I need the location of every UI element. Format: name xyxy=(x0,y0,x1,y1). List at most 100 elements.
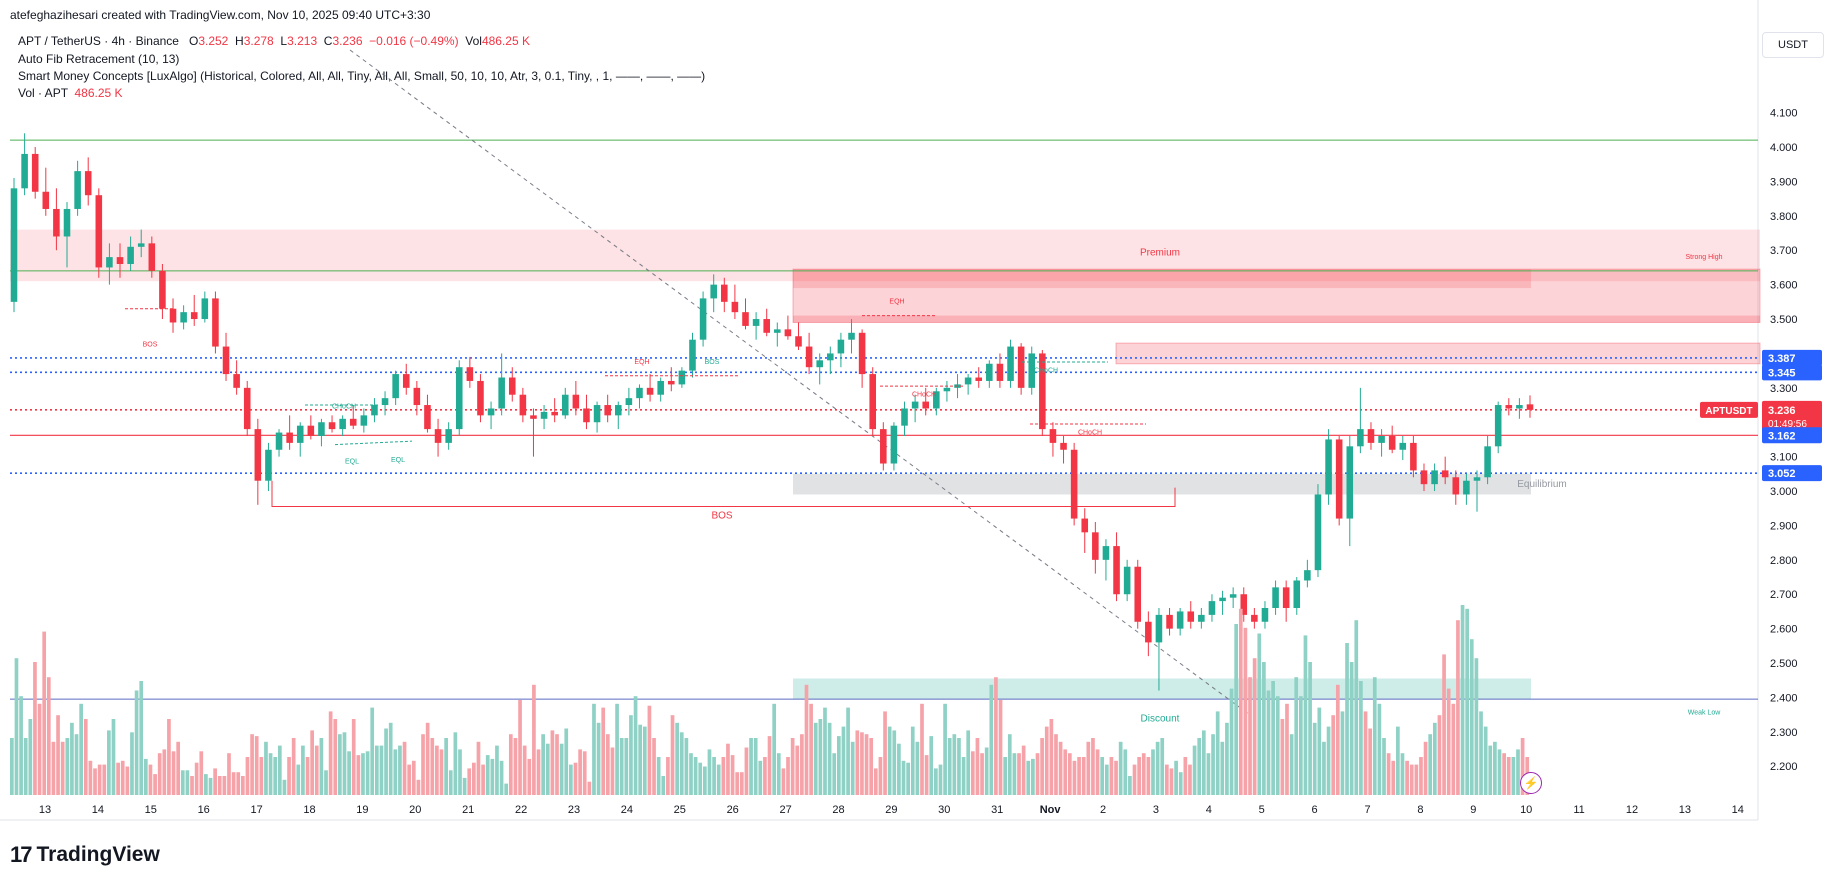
candle-body xyxy=(413,387,421,406)
candle-body xyxy=(540,411,548,419)
volume-bar xyxy=(439,749,444,795)
volume-bar xyxy=(213,768,217,795)
zone-order-block xyxy=(1115,342,1761,365)
volume-bar xyxy=(1474,658,1479,795)
volume-bar xyxy=(83,719,88,795)
candle-body xyxy=(699,298,707,340)
volume-bar xyxy=(1391,760,1396,795)
indicator-legend-fib[interactable]: Auto Fib Retracement (10, 13) xyxy=(18,52,180,66)
x-tick-label: 19 xyxy=(356,804,368,816)
candle-body xyxy=(668,380,675,385)
zone-discount xyxy=(793,678,1531,700)
volume-bar xyxy=(1414,764,1419,795)
volume-bar xyxy=(739,772,744,795)
candle-body xyxy=(678,370,686,385)
candle-body xyxy=(805,346,813,368)
volume-bar xyxy=(217,776,222,795)
lightning-icon[interactable]: ⚡ xyxy=(1520,772,1542,794)
volume-bar xyxy=(855,730,860,795)
volume-bar xyxy=(721,757,726,795)
volume-bar xyxy=(1017,753,1021,795)
volume-bar xyxy=(790,738,795,795)
price-tag: 3.052 xyxy=(1768,468,1796,480)
volume-bar xyxy=(873,768,878,795)
volume-bar xyxy=(504,783,509,795)
volume-bar xyxy=(467,768,472,795)
volume-bar xyxy=(689,753,693,795)
structure-label: EQL xyxy=(345,459,359,466)
volume-bar xyxy=(1201,730,1206,795)
volume-bar xyxy=(472,762,476,795)
volume-bar xyxy=(1007,734,1012,795)
currency-button[interactable]: USDT xyxy=(1762,32,1824,58)
indicator-legend-smc[interactable]: Smart Money Concepts [LuxAlgo] (Historic… xyxy=(18,69,706,83)
volume-bar xyxy=(23,738,28,795)
volume-bar xyxy=(550,730,555,795)
volume-bar xyxy=(1031,758,1035,795)
volume-bar xyxy=(1257,633,1262,795)
volume-bar xyxy=(116,762,120,795)
order-block-band xyxy=(793,315,1760,323)
volume-bar xyxy=(901,760,906,795)
candle-body xyxy=(625,398,633,406)
volume-bar xyxy=(758,760,763,795)
volume-bar xyxy=(980,753,984,795)
structure-label: CHoCH xyxy=(1034,367,1058,374)
brand-name: TradingView xyxy=(36,843,160,866)
volume-bar xyxy=(421,734,425,795)
volume-bar xyxy=(139,681,144,795)
candle-body xyxy=(519,394,527,416)
volume-bar xyxy=(929,736,934,795)
zone-order-block xyxy=(792,268,1761,323)
volume-bar xyxy=(1100,757,1105,795)
structure-label: EQL xyxy=(391,457,405,464)
candle-body xyxy=(148,243,156,271)
y-tick-label: 3.300 xyxy=(1770,383,1798,395)
volume-bar xyxy=(259,757,264,795)
volume-bar xyxy=(356,755,361,795)
volume-bar xyxy=(998,700,1003,795)
volume-bar xyxy=(1146,757,1151,795)
volume-bar xyxy=(943,703,947,795)
volume-bar xyxy=(227,753,231,795)
y-tick-label: 3.600 xyxy=(1770,280,1798,292)
volume-bar xyxy=(703,766,707,795)
volume-bar xyxy=(1114,760,1118,795)
price-tag: 3.236 xyxy=(1768,405,1796,417)
low-label: L xyxy=(280,34,288,48)
candle-body xyxy=(84,171,92,196)
candle-body xyxy=(424,405,431,430)
volume-bar xyxy=(518,700,522,795)
volume-bar xyxy=(1086,741,1091,795)
structure-label: EQH xyxy=(889,299,904,306)
volume-bar xyxy=(361,753,365,795)
low-value: 3.213 xyxy=(287,34,318,48)
volume-bar xyxy=(1340,711,1345,795)
volume-bar xyxy=(499,760,504,795)
volume-bar xyxy=(624,738,629,795)
volume-bar xyxy=(1058,741,1063,795)
indicator-legend-volume[interactable]: Vol · APT 486.25 K xyxy=(18,86,123,100)
structure-label: BOS xyxy=(143,342,158,349)
volume-bar xyxy=(1104,764,1109,795)
candle-body xyxy=(1123,566,1131,595)
volume-bar xyxy=(1326,726,1331,795)
zone-label: Premium xyxy=(1140,247,1180,258)
candle-body xyxy=(63,208,71,237)
symbol-legend[interactable]: APT / TetherUS · 4h · Binance O3.252 H3.… xyxy=(18,34,530,48)
y-tick-label: 2.200 xyxy=(1770,761,1798,773)
volume-bar xyxy=(1423,741,1428,795)
volume-bar xyxy=(1437,715,1442,795)
candle-body xyxy=(1378,436,1385,443)
candle-body xyxy=(1017,346,1025,388)
volume-bar xyxy=(236,772,241,795)
candle-body xyxy=(827,353,834,361)
x-tick-label: 27 xyxy=(779,804,791,816)
candle-body xyxy=(21,153,28,189)
candle-body xyxy=(742,312,749,326)
symbol-title[interactable]: APT / TetherUS · 4h · Binance xyxy=(18,34,179,48)
volume-bar xyxy=(1234,624,1239,795)
volume-bar xyxy=(860,732,864,795)
volume-bar xyxy=(282,779,287,795)
